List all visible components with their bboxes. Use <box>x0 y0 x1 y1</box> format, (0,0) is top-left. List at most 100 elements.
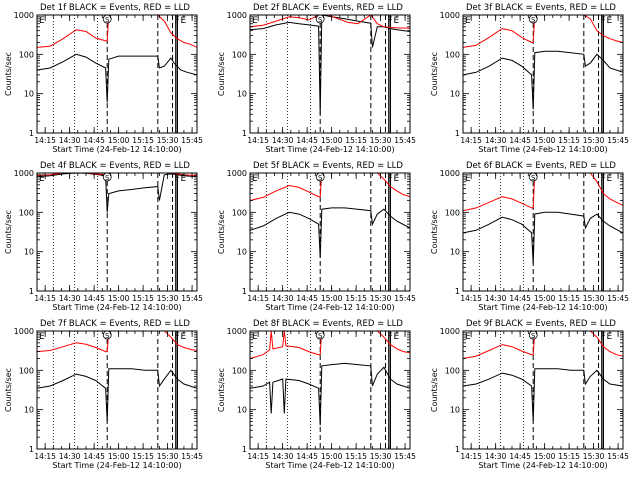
y-tick-label: 1000 <box>227 169 247 178</box>
x-tick-label: 15:45 <box>394 294 416 303</box>
x-tick-label: 14:45 <box>83 136 105 145</box>
y-tick-label: 10 <box>450 248 460 257</box>
marker-label-s: S <box>531 174 536 182</box>
marker-label-e: E <box>465 332 471 342</box>
y-axis-label: Counts/sec <box>430 210 439 254</box>
x-tick-label: 15:00 <box>321 452 343 461</box>
x-tick-label: 15:30 <box>583 452 605 461</box>
x-tick-label: 15:00 <box>321 136 343 145</box>
y-tick-label: 1 <box>29 129 34 138</box>
marker-label-e-end: E <box>181 16 187 26</box>
y-axis-label: Counts/sec <box>217 210 226 254</box>
x-axis-label: Start Time (24-Feb-12 14:10:00) <box>52 303 181 312</box>
x-tick-label: 14:45 <box>296 294 318 303</box>
series-line-lld <box>463 173 623 212</box>
series-line-lld <box>37 331 197 353</box>
x-axis-label: Start Time (24-Feb-12 14:10:00) <box>52 145 181 154</box>
y-tick-label: 100 <box>19 50 34 59</box>
y-tick-label: 100 <box>19 208 34 217</box>
marker-label-e: E <box>465 174 471 184</box>
y-tick-label: 10 <box>237 406 247 415</box>
plot-frame <box>462 330 624 450</box>
y-tick-label: 1 <box>29 287 34 296</box>
marker-label-e: E <box>252 16 258 26</box>
plot-frame <box>36 14 198 134</box>
x-tick-label: 15:15 <box>558 452 580 461</box>
marker-label-f: F <box>175 174 180 184</box>
x-tick-label: 15:15 <box>345 294 367 303</box>
x-tick-label: 15:00 <box>108 452 130 461</box>
y-tick-label: 1 <box>242 445 247 454</box>
x-tick-label: 15:00 <box>534 136 556 145</box>
marker-label-s: S <box>318 174 323 182</box>
x-tick-label: 14:30 <box>272 294 294 303</box>
chart-title: Det 5f BLACK = Events, RED = LLD <box>253 161 403 171</box>
marker-label-s: S <box>105 332 110 340</box>
marker-label-e: E <box>39 16 45 26</box>
x-tick-label: 14:30 <box>485 136 507 145</box>
y-tick-label: 10 <box>24 90 34 99</box>
x-tick-label: 14:15 <box>34 294 56 303</box>
chart-title: Det 7f BLACK = Events, RED = LLD <box>40 319 190 329</box>
y-tick-label: 1000 <box>440 327 460 336</box>
x-tick-label: 15:15 <box>558 136 580 145</box>
y-tick-label: 100 <box>445 208 460 217</box>
x-tick-label: 15:15 <box>132 452 154 461</box>
x-tick-label: 15:30 <box>157 294 179 303</box>
x-tick-label: 14:30 <box>272 136 294 145</box>
marker-label-s: S <box>318 332 323 340</box>
plot-frame <box>249 14 411 134</box>
series-line-lld <box>463 15 623 48</box>
x-tick-label: 15:00 <box>534 452 556 461</box>
y-tick-label: 100 <box>19 366 34 375</box>
x-tick-label: 14:30 <box>59 136 81 145</box>
marker-label-e-end: E <box>181 174 187 184</box>
x-tick-label: 15:30 <box>157 452 179 461</box>
marker-label-e-end: E <box>394 174 400 184</box>
marker-label-e-end: E <box>181 332 187 342</box>
x-axis-label: Start Time (24-Feb-12 14:10:00) <box>265 303 394 312</box>
x-tick-label: 14:30 <box>485 452 507 461</box>
x-tick-label: 15:15 <box>558 294 580 303</box>
series-line-events <box>463 50 623 110</box>
marker-label-e-end: E <box>394 332 400 342</box>
chart-title: Det 1f BLACK = Events, RED = LLD <box>40 3 190 13</box>
y-tick-label: 1 <box>455 129 460 138</box>
x-axis-label: Start Time (24-Feb-12 14:10:00) <box>52 461 181 470</box>
y-axis-label: Counts/sec <box>430 368 439 412</box>
marker-label-s: S <box>105 16 110 24</box>
series-line-events <box>37 53 197 103</box>
series-line-lld <box>37 15 197 48</box>
x-tick-label: 15:45 <box>181 294 203 303</box>
x-tick-label: 15:30 <box>370 294 392 303</box>
x-tick-label: 15:15 <box>132 294 154 303</box>
marker-label-e: E <box>252 332 258 342</box>
y-axis-label: Counts/sec <box>4 52 13 96</box>
chart-title: Det 2f BLACK = Events, RED = LLD <box>253 3 403 13</box>
marker-label-s: S <box>531 16 536 24</box>
marker-label-e: E <box>252 174 258 184</box>
x-tick-label: 15:15 <box>345 136 367 145</box>
marker-label-e-end: E <box>607 16 613 26</box>
x-tick-label: 14:45 <box>509 452 531 461</box>
y-tick-label: 1 <box>455 445 460 454</box>
x-tick-label: 14:45 <box>509 136 531 145</box>
plot-frame <box>36 172 198 292</box>
x-tick-label: 15:45 <box>607 136 629 145</box>
series-line-lld <box>250 15 410 29</box>
y-tick-label: 10 <box>24 406 34 415</box>
marker-label-f: F <box>388 16 393 26</box>
marker-label-f: F <box>175 332 180 342</box>
marker-label-f: F <box>601 16 606 26</box>
y-tick-label: 100 <box>232 208 247 217</box>
plot-frame <box>462 172 624 292</box>
marker-label-e-end: E <box>607 332 613 342</box>
x-tick-label: 14:45 <box>83 294 105 303</box>
x-tick-label: 14:30 <box>272 452 294 461</box>
x-tick-label: 14:15 <box>34 136 56 145</box>
y-tick-label: 10 <box>237 90 247 99</box>
